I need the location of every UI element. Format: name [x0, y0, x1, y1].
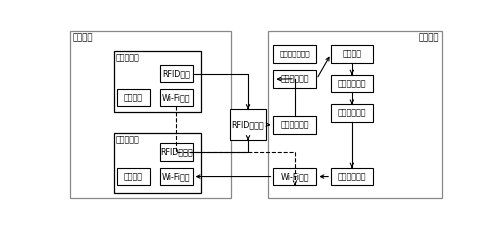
Text: RFID阅读器: RFID阅读器 [232, 120, 264, 129]
Bar [117, 168, 150, 185]
Bar [331, 75, 372, 92]
Bar [117, 89, 150, 106]
Bar [230, 109, 266, 140]
Text: 安全终端: 安全终端 [419, 33, 439, 42]
Text: Wi-Fi模块: Wi-Fi模块 [281, 172, 309, 181]
Bar [331, 104, 372, 122]
Bar [268, 31, 442, 198]
Bar [273, 168, 316, 185]
Text: 操作系统: 操作系统 [124, 172, 143, 181]
Bar [273, 116, 316, 134]
Text: 行为匹配模块: 行为匹配模块 [338, 172, 366, 181]
Bar [160, 89, 193, 106]
Bar [70, 31, 231, 198]
Bar [160, 168, 193, 185]
Text: 降噪模块: 降噪模块 [342, 49, 362, 58]
Text: RFID标签组: RFID标签组 [160, 148, 192, 157]
Bar [331, 45, 372, 63]
Bar [114, 133, 201, 194]
Text: 信号解析模块: 信号解析模块 [281, 121, 309, 129]
Text: 待接入设备: 待接入设备 [116, 54, 139, 63]
Text: 操作系统: 操作系统 [124, 93, 143, 102]
Text: 模型预测模块: 模型预测模块 [338, 109, 366, 118]
Text: 房间外墙: 房间外墙 [73, 33, 93, 42]
Bar [273, 45, 316, 63]
Text: 安全设备组: 安全设备组 [116, 135, 139, 144]
Text: 行为记录模块: 行为记录模块 [281, 75, 309, 84]
Text: Wi-Fi模块: Wi-Fi模块 [162, 172, 190, 181]
Text: Wi-Fi模块: Wi-Fi模块 [162, 93, 190, 102]
Bar [273, 70, 316, 88]
Bar [160, 143, 193, 161]
Bar [160, 65, 193, 83]
Bar [331, 168, 372, 185]
Text: RFID标签: RFID标签 [162, 69, 190, 78]
Bar [114, 51, 201, 112]
Text: 模型训练模块: 模型训练模块 [338, 79, 366, 88]
Text: 行为模式数据库: 行为模式数据库 [280, 51, 310, 57]
